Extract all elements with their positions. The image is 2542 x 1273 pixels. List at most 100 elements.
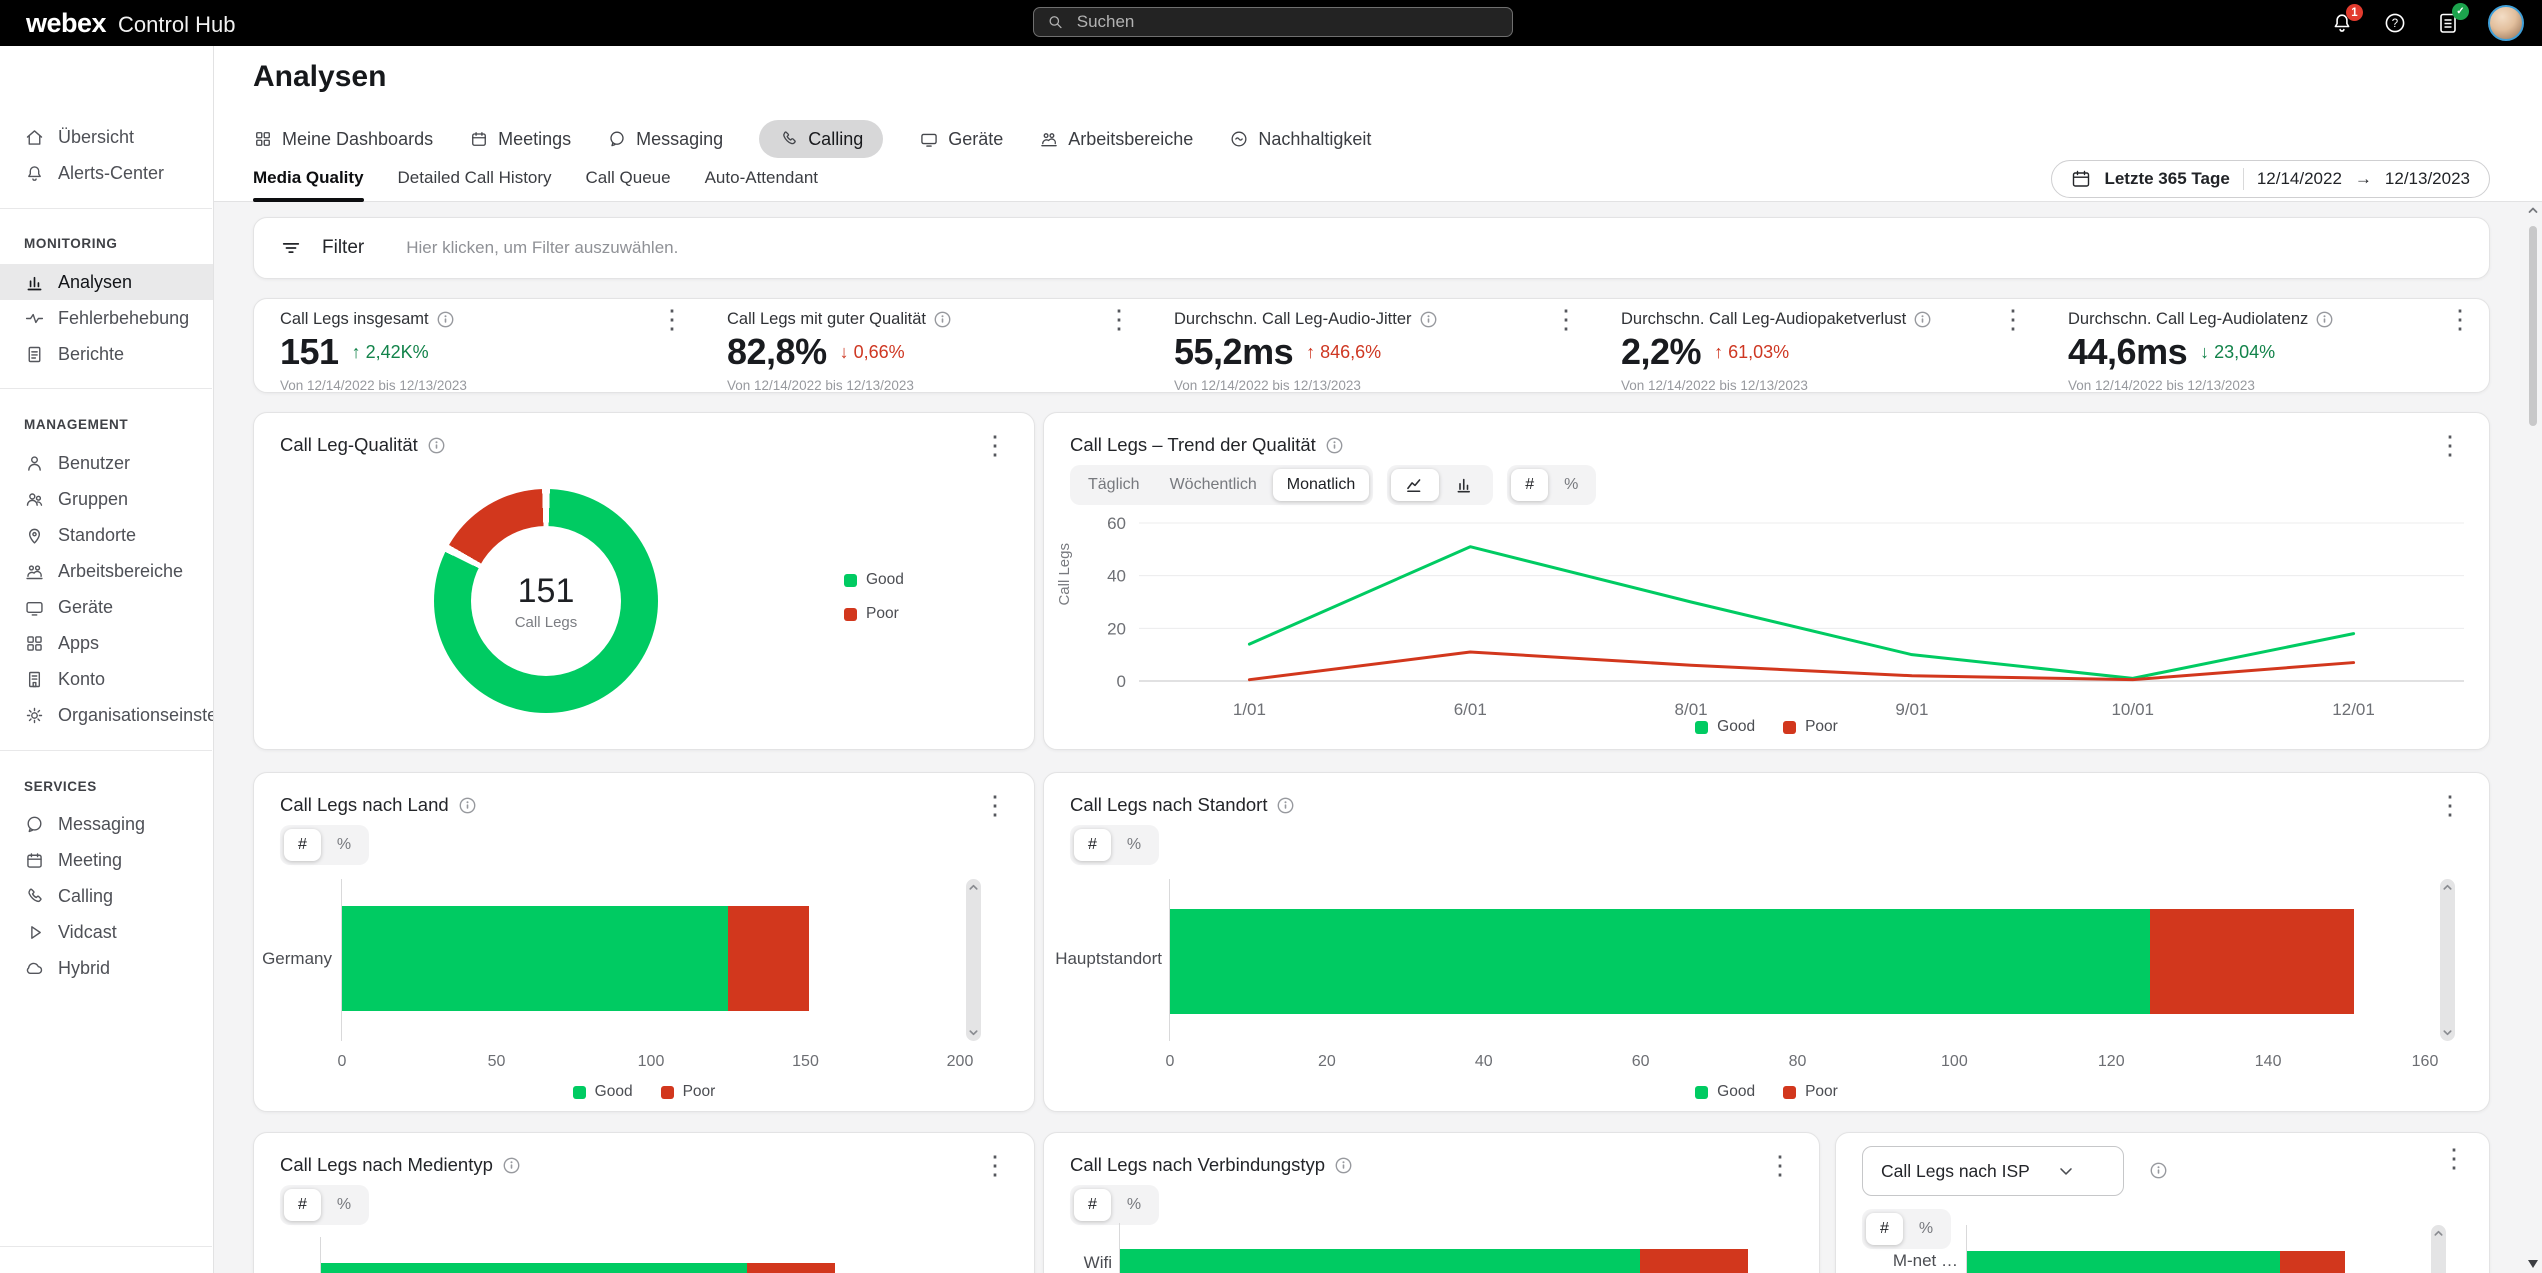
pulse-icon xyxy=(25,313,44,323)
whats-new-button[interactable]: ✓ xyxy=(2435,3,2469,36)
scroll-down-icon[interactable] xyxy=(2528,1260,2538,1268)
bar-legend: Good Poor xyxy=(1044,1083,2489,1101)
kebab-menu-icon[interactable]: ⋮ xyxy=(2441,1143,2467,1173)
scrollbar-thumb[interactable] xyxy=(2529,226,2537,426)
sidebar-item-alerts-center[interactable]: Alerts-Center xyxy=(0,155,213,191)
info-icon[interactable] xyxy=(1335,1157,1352,1174)
toggle-percent[interactable]: % xyxy=(336,836,352,853)
sidebar-item-konto[interactable]: Konto xyxy=(0,661,213,697)
info-icon[interactable] xyxy=(459,797,476,814)
toggle-monatlich[interactable]: Monatlich xyxy=(1272,469,1370,501)
sidebar-item-standorte[interactable]: Standorte xyxy=(0,517,213,553)
toggle-woechentlich[interactable]: Wöchentlich xyxy=(1169,476,1257,493)
chart-scrollbar[interactable] xyxy=(2431,1225,2446,1273)
tab-meetings[interactable]: Meetings xyxy=(469,120,571,158)
kebab-menu-icon[interactable]: ⋮ xyxy=(982,430,1008,460)
x-axis-tick: 120 xyxy=(2097,1053,2125,1070)
x-axis-tick: 80 xyxy=(1788,1053,1807,1070)
info-icon[interactable] xyxy=(2316,311,2333,328)
toggle-taeglich[interactable]: Täglich xyxy=(1088,476,1140,493)
toggle-percent[interactable]: % xyxy=(1126,836,1142,853)
toggle-count[interactable]: # xyxy=(1074,1189,1111,1221)
kpi-value: 151 xyxy=(280,331,339,372)
tab-meine-dashboards[interactable]: Meine Dashboards xyxy=(253,120,433,158)
info-icon[interactable] xyxy=(437,311,454,328)
toggle-percent[interactable]: % xyxy=(1564,476,1579,493)
line-chart-toggle[interactable] xyxy=(1391,469,1440,501)
tab-messaging[interactable]: Messaging xyxy=(607,120,723,158)
tab-arbeitsbereiche[interactable]: Arbeitsbereiche xyxy=(1039,120,1193,158)
toggle-count[interactable]: # xyxy=(1866,1213,1903,1245)
subtab-call-queue[interactable]: Call Queue xyxy=(585,168,671,187)
toggle-count[interactable]: # xyxy=(284,1189,321,1221)
page-scrollbar[interactable] xyxy=(2524,46,2542,1273)
chart-metric-dropdown[interactable]: Call Legs nach ISP xyxy=(1862,1146,2124,1196)
subtab-auto-attendant[interactable]: Auto-Attendant xyxy=(704,168,819,187)
tab-calling[interactable]: Calling xyxy=(759,120,884,158)
sidebar-item-geraete[interactable]: Geräte xyxy=(0,589,213,625)
kebab-menu-icon[interactable]: ⋮ xyxy=(2437,790,2463,820)
notifications-button[interactable]: 1 xyxy=(2329,4,2363,36)
sidebar-item-apps[interactable]: Apps xyxy=(0,625,213,661)
chart-scrollbar[interactable] xyxy=(2440,879,2455,1041)
kebab-menu-icon[interactable]: ⋮ xyxy=(1106,304,1132,334)
search-input[interactable] xyxy=(1074,11,1499,33)
chevron-down-icon xyxy=(2060,1168,2072,1175)
chart-scrollbar[interactable] xyxy=(966,879,981,1041)
sidebar-item-vidcast[interactable]: Vidcast xyxy=(0,914,213,950)
scroll-up-icon[interactable] xyxy=(2527,204,2539,216)
filter-icon xyxy=(282,243,300,253)
info-icon[interactable] xyxy=(1420,311,1437,328)
sidebar-item-uebersicht[interactable]: Übersicht xyxy=(0,119,213,155)
dashboards-grid-icon xyxy=(256,132,270,146)
kebab-menu-icon[interactable]: ⋮ xyxy=(2447,304,2473,334)
info-icon[interactable] xyxy=(503,1157,520,1174)
bar-chart-toggle[interactable] xyxy=(1441,469,1489,501)
sidebar-item-analysen[interactable]: Analysen xyxy=(0,264,213,300)
legend-label-poor: Poor xyxy=(866,605,899,622)
info-icon[interactable] xyxy=(428,437,445,454)
kebab-menu-icon[interactable]: ⋮ xyxy=(982,1150,1008,1180)
sidebar-item-messaging[interactable]: Messaging xyxy=(0,806,213,842)
subtab-media-quality[interactable]: Media Quality xyxy=(253,168,364,202)
info-icon[interactable] xyxy=(934,311,951,328)
sidebar-item-hybrid[interactable]: Hybrid xyxy=(0,950,213,986)
kebab-menu-icon[interactable]: ⋮ xyxy=(982,790,1008,820)
sidebar-item-organisationseinstellungen[interactable]: Organisationseinstellun… xyxy=(0,697,213,733)
sidebar-item-berichte[interactable]: Berichte xyxy=(0,336,213,372)
toggle-count[interactable]: # xyxy=(1511,469,1549,501)
kebab-menu-icon[interactable]: ⋮ xyxy=(2000,304,2026,334)
calling-subtabs: Media Quality Detailed Call History Call… xyxy=(253,168,819,202)
filter-bar[interactable]: Filter Hier klicken, um Filter auszuwähl… xyxy=(253,217,2490,279)
sidebar-item-benutzer[interactable]: Benutzer xyxy=(0,445,213,481)
sidebar-item-arbeitsbereiche[interactable]: Arbeitsbereiche xyxy=(0,553,213,589)
sidebar-item-gruppen[interactable]: Gruppen xyxy=(0,481,213,517)
sidebar-item-fehlerbehebung[interactable]: Fehlerbehebung xyxy=(0,300,213,336)
info-icon[interactable] xyxy=(2150,1162,2167,1179)
info-icon[interactable] xyxy=(1326,437,1343,454)
info-icon[interactable] xyxy=(1914,311,1931,328)
date-range-picker[interactable]: Letzte 365 Tage 12/14/2022 → 12/13/2023 xyxy=(2051,160,2490,198)
toggle-percent[interactable]: % xyxy=(336,1196,352,1213)
global-search[interactable] xyxy=(1033,7,1513,37)
sidebar-item-calling[interactable]: Calling xyxy=(0,878,213,914)
toggle-percent[interactable]: % xyxy=(1126,1196,1142,1213)
kebab-menu-icon[interactable]: ⋮ xyxy=(659,304,685,334)
tab-label: Meine Dashboards xyxy=(282,128,434,149)
sidebar-section-management: MANAGEMENT xyxy=(24,417,129,432)
kebab-menu-icon[interactable]: ⋮ xyxy=(2437,430,2463,460)
svg-text:40: 40 xyxy=(1107,567,1126,586)
toggle-percent[interactable]: % xyxy=(1918,1220,1934,1237)
help-button[interactable]: ? xyxy=(2382,10,2408,36)
kebab-menu-icon[interactable]: ⋮ xyxy=(1767,1150,1793,1180)
toggle-count[interactable]: # xyxy=(1074,829,1111,861)
user-avatar[interactable] xyxy=(2488,5,2524,41)
subtab-detailed-call-history[interactable]: Detailed Call History xyxy=(397,168,552,187)
kebab-menu-icon[interactable]: ⋮ xyxy=(1553,304,1579,334)
info-icon[interactable] xyxy=(1277,797,1294,814)
tab-geraete[interactable]: Geräte xyxy=(919,120,1003,158)
sidebar-item-meeting[interactable]: Meeting xyxy=(0,842,213,878)
tab-nachhaltigkeit[interactable]: Nachhaltigkeit xyxy=(1229,120,1371,158)
toggle-count[interactable]: # xyxy=(284,829,321,861)
cloud-icon xyxy=(26,962,43,974)
